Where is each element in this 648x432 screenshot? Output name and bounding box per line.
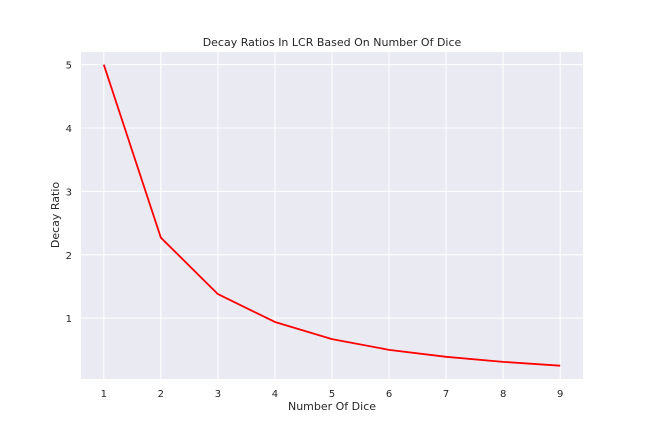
grid-lines (81, 52, 583, 379)
y-tick-labels: 1 2 3 4 5 (66, 61, 72, 325)
y-tick-label: 3 (66, 187, 72, 198)
y-axis-label: Decay Ratio (49, 182, 62, 249)
y-tick-label: 4 (66, 124, 72, 135)
x-tick-label: 1 (101, 389, 107, 400)
decay-ratio-line (102, 64, 561, 367)
series-layer (102, 64, 561, 367)
y-tick-label: 5 (66, 61, 72, 72)
x-tick-label: 4 (272, 389, 278, 400)
x-axis-label: Number Of Dice (288, 400, 376, 413)
x-tick-label: 2 (158, 389, 164, 400)
x-tick-labels: 1 2 3 4 5 6 7 8 9 (101, 389, 564, 400)
y-tick-label: 2 (66, 251, 72, 262)
x-tick-label: 3 (215, 389, 221, 400)
y-tick-label: 1 (66, 314, 72, 325)
x-tick-label: 6 (386, 389, 392, 400)
x-tick-label: 9 (557, 389, 563, 400)
x-tick-label: 8 (500, 389, 506, 400)
chart-title: Decay Ratios In LCR Based On Number Of D… (203, 36, 462, 49)
x-tick-label: 5 (329, 389, 335, 400)
x-tick-label: 7 (443, 389, 449, 400)
